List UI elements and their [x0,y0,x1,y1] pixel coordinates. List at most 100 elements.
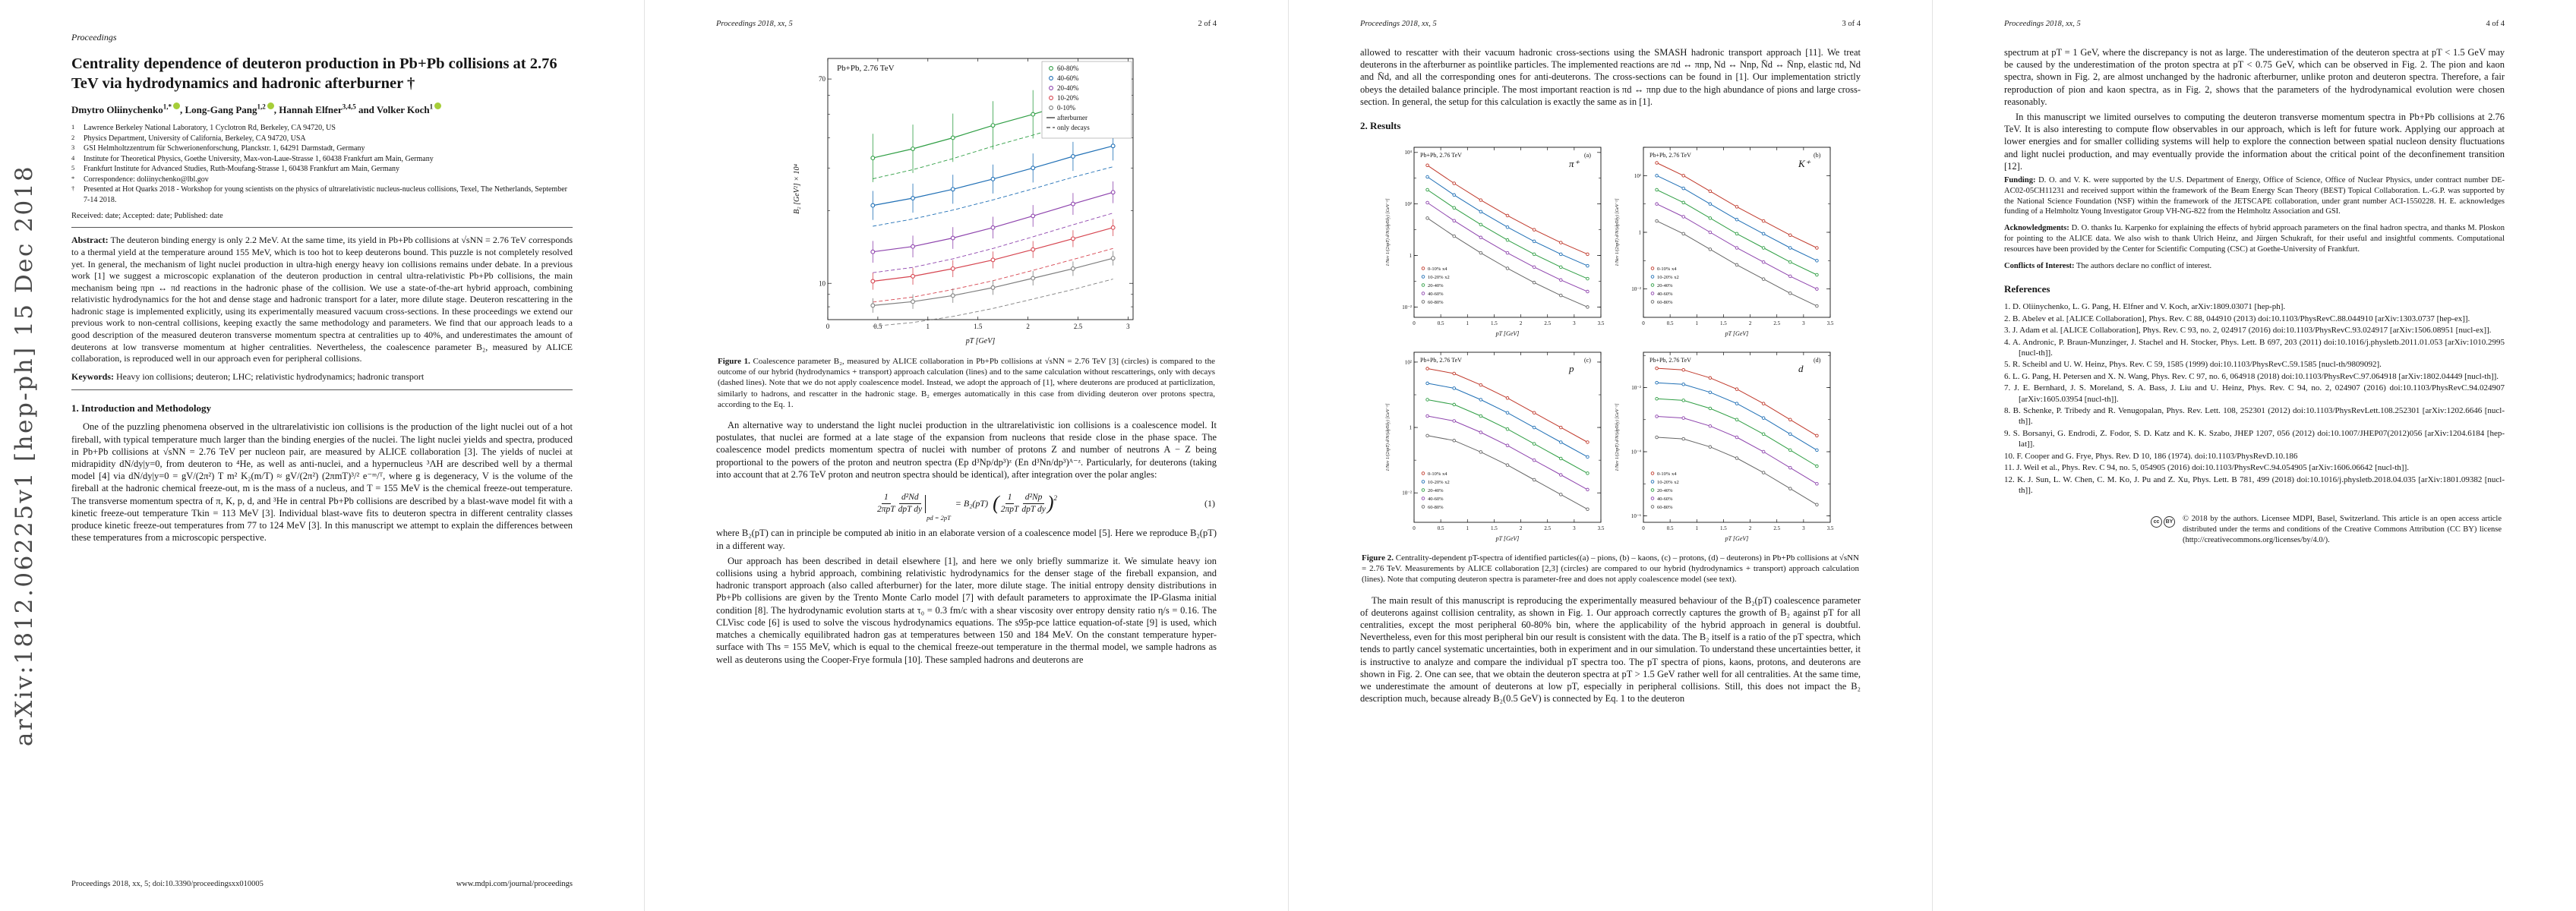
correspondence-email[interactable]: doliinychenko@lbl.gov [137,175,209,184]
svg-text:0: 0 [1413,525,1416,531]
svg-text:20-40%: 20-40% [1657,283,1673,288]
figure-2: 0 0.5 1 1.5 2 2.5 3 3.5 10⁻² 1 10² 10⁴ Pb+Pb, 2.76 T… [1360,138,1861,585]
svg-text:1.5: 1.5 [1720,320,1727,326]
svg-text:10⁴: 10⁴ [1404,150,1412,156]
svg-text:10²: 10² [1404,359,1411,365]
equation-condition: pd = 2pT [927,514,951,522]
affiliation-marker: 2 [71,133,75,141]
svg-text:2.5: 2.5 [1773,320,1780,326]
introduction-paragraph: One of the puzzling phenomena observed i… [71,421,573,544]
author-separator: , [180,104,185,116]
svg-text:1.5: 1.5 [1720,525,1727,531]
reference-item: 10. F. Cooper and G. Frye, Phys. Rev. D … [2004,451,2298,461]
svg-text:2: 2 [1519,525,1522,531]
copyright-block: cc BY © 2018 by the authors. Licensee MD… [2151,514,2502,545]
footer-doi: Proceedings 2018, xx, 5; doi:10.3390/pro… [71,880,264,888]
svg-text:10⁻⁴: 10⁻⁴ [1631,449,1641,455]
affiliation-item: 1 Lawrence Berkeley National Laboratory, … [71,123,573,134]
affiliations-list: 1 Lawrence Berkeley National Laboratory, … [71,123,573,205]
divider [71,227,573,229]
svg-text:pT [GeV]: pT [GeV] [1495,330,1519,337]
figure1-caption-label: Figure 1. [718,357,750,366]
svg-text:0-10% x4: 0-10% x4 [1657,471,1677,477]
svg-text:0: 0 [1413,320,1416,326]
figure-1: 0 0.5 1 1.5 2 2.5 3 10 70 Pb+Pb, 2.76 TeV pT [GeV]… [716,46,1217,410]
svg-text:20-40%: 20-40% [1057,84,1079,92]
page1-footer: Proceedings 2018, xx, 5; doi:10.3390/pro… [71,880,573,888]
svg-text:1.5: 1.5 [1491,320,1498,326]
page1-content: Proceedings Centrality dependence of deu… [71,32,573,544]
svg-text:60-80%: 60-80% [1657,505,1673,510]
acknowledgments-text: D. O. thanks Iu. Karpenko for explaining… [2004,224,2505,254]
svg-text:1.5: 1.5 [1491,525,1498,531]
reference-item: 5. R. Scheibl and U. W. Heinz, Phys. Rev… [2004,360,2382,370]
svg-text:3.5: 3.5 [1597,525,1604,531]
page-number: 4 of 4 [2486,20,2505,28]
orcid-icon[interactable] [173,102,180,109]
figure2-panel: 0 0.5 1 1.5 2 2.5 3 3.5 10⁻² 1 10² 10⁴ Pb+Pb, 2.76 T… [1385,147,1604,337]
funding-block: Funding: D. O. and V. K. were supported … [2004,175,2505,217]
reference-item: 4. A. Andronic, P. Braun-Munzinger, J. S… [2004,337,2505,358]
paragraph-rescatter: allowed to rescatter with their vacuum h… [1360,47,1861,107]
svg-text:10: 10 [819,279,826,287]
svg-text:1/Nev 1/(2πpT) d²N/(dpTdy) [Ge: 1/Nev 1/(2πpT) d²N/(dpTdy) [GeV⁻²] [1385,198,1391,266]
svg-text:B₂ [GeV²] × 10⁴: B₂ [GeV²] × 10⁴ [793,164,801,214]
svg-text:3.5: 3.5 [1597,320,1604,326]
keywords-text: Heavy ion collisions; deuteron; LHC; rel… [116,370,425,382]
svg-text:p: p [1568,363,1574,374]
journal-url[interactable]: www.mdpi.com/journal/proceedings [456,880,573,888]
equation-power: 2 [1053,493,1058,502]
svg-text:40-60%: 40-60% [1657,496,1673,502]
reference-item: 3. J. Adam et al. [ALICE Collaboration],… [2004,326,2492,336]
page-2: Proceedings 2018, xx, 5 2 of 4 0 0.5 1 1.5 2… [644,0,1288,911]
section-heading-results: 2. Results [1360,120,1401,132]
conflicts-block: Conflicts of Interest: The authors decla… [2004,261,2505,272]
svg-text:1/Nev 1/(2πpT) d²N/(dpTdy) [Ge: 1/Nev 1/(2πpT) d²N/(dpTdy) [GeV⁻²] [1615,403,1620,471]
svg-text:10⁻²: 10⁻² [1402,490,1412,496]
author-name: Long-Gang Pang [185,104,257,116]
svg-text:1: 1 [1409,253,1412,259]
paragraph-main-result: The main result of this manuscript is re… [1360,594,1861,705]
author: Long-Gang Pang1,2, [185,102,279,116]
reference-item: 6. L. G. Pang, H. Petersen and X. N. Wan… [2004,371,2499,381]
affiliation-marker: 4 [71,153,75,162]
affiliation-marker: 5 [71,164,75,172]
section-heading-references: References [2004,283,2050,295]
svg-text:10⁻²: 10⁻² [1631,385,1641,391]
svg-text:60-80%: 60-80% [1428,505,1444,510]
orcid-icon[interactable] [434,102,442,109]
page4-content: Proceedings 2018, xx, 5 4 of 4 spectrum … [2004,20,2505,545]
svg-text:0-10%: 0-10% [1057,104,1075,112]
paragraph-approach: Our approach has been described in detai… [716,555,1217,665]
svg-text:π⁺: π⁺ [1569,158,1580,169]
svg-text:0-10% x4: 0-10% x4 [1428,266,1447,272]
keywords-label: Keywords: [71,370,114,382]
page-number: 2 of 4 [1198,20,1217,28]
svg-text:10²: 10² [1404,201,1411,207]
svg-text:(d): (d) [1814,357,1821,364]
orcid-icon[interactable] [267,102,274,109]
author-name: Hannah Elfner [279,104,343,116]
svg-text:0.5: 0.5 [1666,525,1673,531]
author: Volker Koch1 [377,102,442,115]
svg-text:0.5: 0.5 [1437,525,1444,531]
svg-text:2.5: 2.5 [1544,320,1551,326]
correspondence-line: * Correspondence: doliinychenko@lbl.gov [71,175,573,185]
reference-item: 1. D. Oliinychenko, L. G. Pang, H. Elfne… [2004,302,2286,312]
fraction: 1 2πpT [876,493,895,515]
svg-text:(c): (c) [1584,357,1591,364]
running-head: Proceedings 2018, xx, 5 3 of 4 [1360,20,1861,28]
svg-text:d: d [1798,363,1804,374]
svg-text:1/Nev 1/(2πpT) d²N/(dpTdy) [Ge: 1/Nev 1/(2πpT) d²N/(dpTdy) [GeV⁻²] [1615,198,1620,266]
svg-text:afterburner: afterburner [1057,114,1088,121]
svg-text:1: 1 [926,323,930,330]
running-head: Proceedings 2018, xx, 5 4 of 4 [2004,20,2505,28]
svg-text:10-20%: 10-20% [1057,94,1079,102]
svg-text:Pb+Pb, 2.76 TeV: Pb+Pb, 2.76 TeV [837,64,895,73]
abstract-text: The deuteron binding energy is only 2.2 … [71,235,573,364]
svg-text:60-80%: 60-80% [1057,65,1079,72]
svg-text:0.5: 0.5 [1666,320,1673,326]
affiliation-text: Physics Department, University of Califo… [84,134,306,143]
svg-text:3: 3 [1126,323,1130,330]
svg-text:70: 70 [819,75,826,83]
